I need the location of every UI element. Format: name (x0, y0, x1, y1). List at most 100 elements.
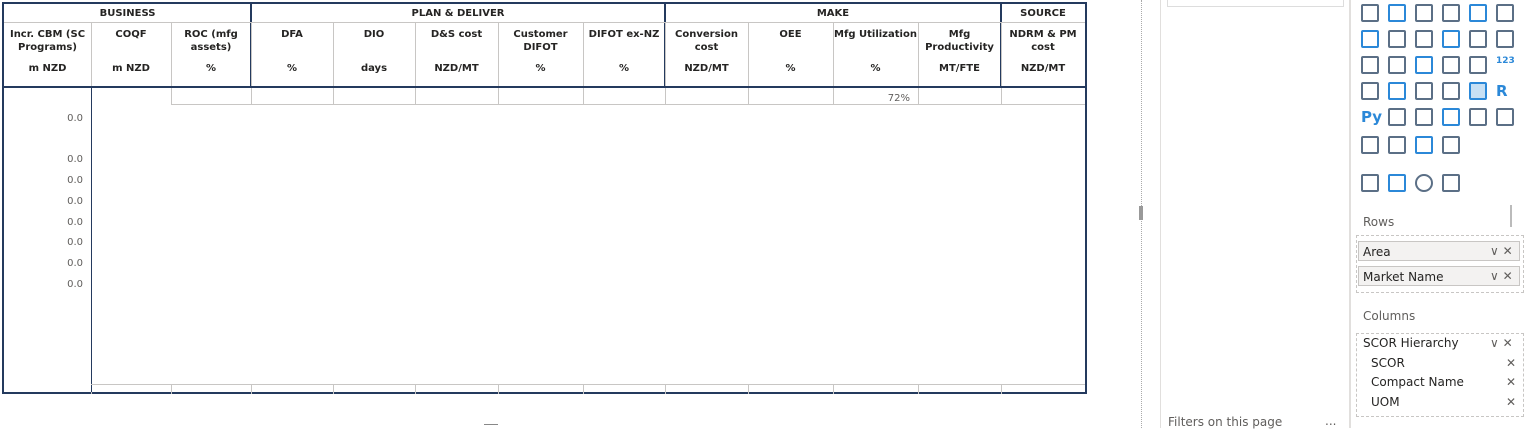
filter-card (1167, 0, 1344, 7)
row-line (171, 104, 1085, 105)
column-divider (251, 22, 252, 86)
visual-icon[interactable] (1415, 56, 1433, 74)
field-controls: ✕ (1506, 355, 1517, 370)
visual-icon[interactable] (1361, 30, 1379, 48)
visual-icon[interactable] (1442, 4, 1460, 22)
column-divider (171, 22, 172, 86)
cell-divider (498, 88, 499, 104)
visual-icon[interactable] (1415, 174, 1433, 192)
visual-icon[interactable] (1388, 82, 1406, 100)
column-unit: % (286, 63, 298, 74)
resize-handle (484, 424, 498, 425)
cell-divider (748, 384, 749, 394)
column-divider (415, 22, 416, 86)
cell-divider (171, 384, 172, 394)
visualizations-pane: 123 R Py (1350, 0, 1524, 428)
field-item[interactable]: Compact Name (1371, 375, 1464, 389)
visual-icon[interactable] (1415, 136, 1433, 154)
filters-label: Filters on this page (1168, 415, 1283, 429)
visual-icon[interactable] (1361, 4, 1379, 22)
visual-icon[interactable] (1442, 30, 1460, 48)
cell-divider (918, 88, 919, 104)
more-button[interactable]: ... (1325, 414, 1337, 428)
column-divider (748, 22, 749, 86)
visual-icon[interactable] (1496, 4, 1514, 22)
cell-divider (333, 88, 334, 104)
cell-value: 0.0 (67, 154, 83, 165)
columns-label: Columns (1363, 309, 1416, 323)
field-item[interactable]: UOM (1371, 394, 1400, 409)
visual-icon[interactable] (1469, 56, 1487, 74)
cell-divider (333, 384, 334, 394)
column-unit: % (785, 63, 796, 74)
visual-icon[interactable] (1388, 108, 1406, 126)
scrollbar (1510, 205, 1512, 227)
cell-divider (251, 384, 252, 394)
column-divider (665, 22, 666, 86)
column-unit: m NZD (112, 63, 150, 74)
visual-icon[interactable] (1361, 174, 1379, 192)
visual-icon[interactable] (1442, 136, 1460, 154)
column-unit: MT/FTE (939, 63, 980, 74)
column-header: D&S cost (430, 29, 483, 40)
visual-icon[interactable] (1469, 30, 1487, 48)
visual-icon[interactable] (1388, 4, 1406, 22)
visual-icon[interactable] (1415, 108, 1433, 126)
cell-divider (415, 88, 416, 104)
visual-icon-label[interactable]: 123 (1496, 56, 1515, 66)
column-header: ROC (mfg assets) (184, 29, 238, 53)
visual-icon[interactable] (1361, 136, 1379, 154)
visual-icon[interactable] (1415, 4, 1433, 22)
column-unit: % (870, 63, 881, 74)
cell-value: 0.0 (67, 237, 83, 248)
visual-icon[interactable] (1388, 136, 1406, 154)
group-header: MAKE (816, 8, 850, 19)
visual-icon[interactable] (1442, 56, 1460, 74)
visual-icon-label[interactable]: Py (1361, 108, 1383, 126)
column-header: Customer DIFOT (513, 29, 568, 53)
cell-value: 0.0 (67, 175, 83, 186)
column-unit: % (205, 63, 217, 74)
field-controls: ∨ ✕ (1490, 269, 1513, 283)
cell-divider (918, 384, 919, 394)
field-item[interactable]: SCOR (1371, 355, 1405, 370)
cell-divider (498, 384, 499, 394)
field-pill[interactable]: Area (1358, 241, 1520, 261)
visual-icon[interactable] (1442, 108, 1460, 126)
column-divider (91, 22, 92, 86)
column-unit: % (618, 63, 630, 74)
visual-icon[interactable] (1415, 82, 1433, 100)
visual-icon[interactable] (1442, 174, 1460, 192)
field-item[interactable]: SCOR Hierarchy (1363, 336, 1459, 350)
column-header: Incr. CBM (SC Programs) (9, 29, 86, 53)
cell-value: 0.0 (67, 279, 83, 290)
visual-icon[interactable] (1442, 82, 1460, 100)
visual-icon[interactable] (1361, 56, 1379, 74)
column-header: DIO (363, 29, 385, 40)
visual-icon[interactable] (1469, 4, 1487, 22)
cell-divider (171, 88, 172, 104)
visual-icon-label[interactable]: R (1496, 82, 1508, 100)
column-header: COQF (115, 29, 147, 40)
visual-icon[interactable] (1469, 82, 1487, 100)
visual-icon[interactable] (1388, 56, 1406, 74)
field-pill[interactable]: Market Name (1358, 266, 1520, 286)
cell-value: 0.0 (67, 113, 83, 124)
group-header: SOURCE (1020, 8, 1066, 19)
cell-divider (415, 384, 416, 394)
visual-icon[interactable] (1469, 108, 1487, 126)
splitter (1139, 206, 1143, 220)
column-divider (1001, 22, 1002, 86)
column-divider (833, 22, 834, 86)
field-controls: ✕ (1506, 394, 1517, 409)
visual-icon[interactable] (1415, 30, 1433, 48)
visual-icon[interactable] (1496, 108, 1514, 126)
visual-icon[interactable] (1496, 30, 1514, 48)
visual-icon[interactable] (1388, 30, 1406, 48)
cell-divider (665, 88, 666, 104)
visual-icon[interactable] (1388, 174, 1406, 192)
visual-icon[interactable] (1361, 82, 1379, 100)
cell-divider (833, 384, 834, 394)
cell-value: 0.0 (67, 196, 83, 207)
